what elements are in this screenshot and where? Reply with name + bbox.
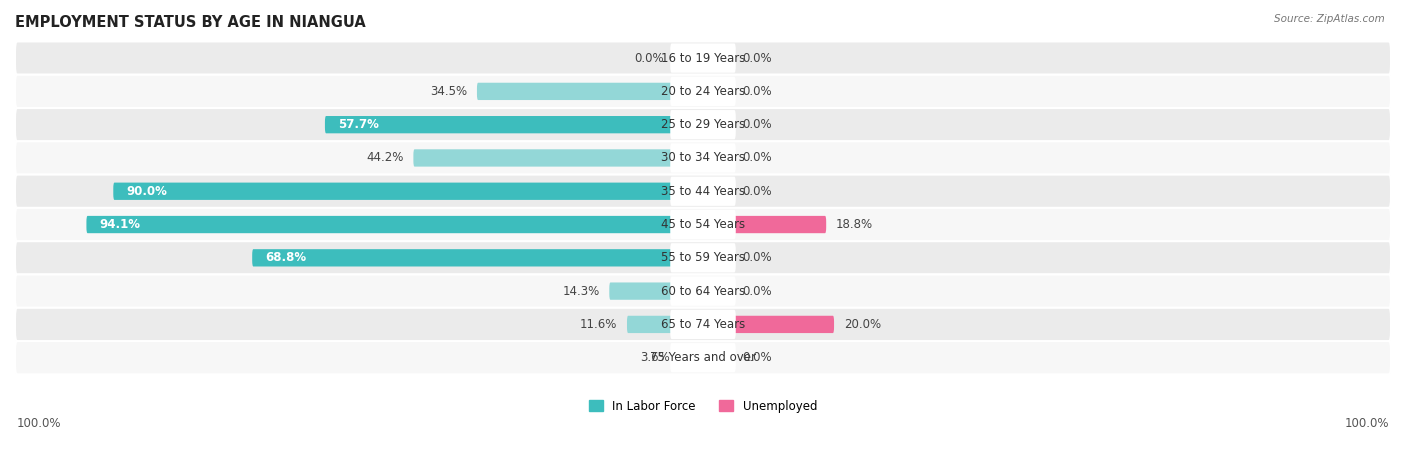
Text: 90.0%: 90.0% (127, 185, 167, 198)
FancyBboxPatch shape (671, 177, 735, 206)
FancyBboxPatch shape (703, 316, 834, 333)
FancyBboxPatch shape (15, 275, 1391, 308)
Text: 0.0%: 0.0% (742, 185, 772, 198)
FancyBboxPatch shape (671, 243, 735, 272)
Text: 0.0%: 0.0% (742, 51, 772, 64)
Text: 57.7%: 57.7% (337, 118, 378, 131)
FancyBboxPatch shape (15, 175, 1391, 208)
Text: 0.0%: 0.0% (742, 351, 772, 364)
Text: 0.0%: 0.0% (742, 118, 772, 131)
Text: 0.0%: 0.0% (742, 152, 772, 165)
Text: 0.0%: 0.0% (742, 251, 772, 264)
FancyBboxPatch shape (15, 41, 1391, 75)
FancyBboxPatch shape (15, 75, 1391, 108)
FancyBboxPatch shape (609, 282, 703, 300)
Text: EMPLOYMENT STATUS BY AGE IN NIANGUA: EMPLOYMENT STATUS BY AGE IN NIANGUA (15, 15, 366, 30)
FancyBboxPatch shape (86, 216, 703, 233)
FancyBboxPatch shape (15, 141, 1391, 175)
FancyBboxPatch shape (671, 77, 735, 106)
Text: 0.0%: 0.0% (742, 285, 772, 298)
Text: 34.5%: 34.5% (430, 85, 467, 98)
Text: 65 to 74 Years: 65 to 74 Years (661, 318, 745, 331)
FancyBboxPatch shape (671, 276, 735, 306)
FancyBboxPatch shape (15, 308, 1391, 341)
FancyBboxPatch shape (15, 241, 1391, 275)
Text: 35 to 44 Years: 35 to 44 Years (661, 185, 745, 198)
FancyBboxPatch shape (15, 208, 1391, 241)
FancyBboxPatch shape (671, 310, 735, 339)
FancyBboxPatch shape (671, 143, 735, 173)
Text: 68.8%: 68.8% (266, 251, 307, 264)
Text: 20.0%: 20.0% (844, 318, 882, 331)
Text: 45 to 54 Years: 45 to 54 Years (661, 218, 745, 231)
FancyBboxPatch shape (413, 149, 703, 166)
Text: 75 Years and over: 75 Years and over (650, 351, 756, 364)
FancyBboxPatch shape (325, 116, 703, 133)
Text: 14.3%: 14.3% (562, 285, 599, 298)
Text: 100.0%: 100.0% (1344, 418, 1389, 430)
Text: 0.0%: 0.0% (742, 85, 772, 98)
FancyBboxPatch shape (627, 316, 703, 333)
FancyBboxPatch shape (703, 216, 827, 233)
FancyBboxPatch shape (671, 343, 735, 373)
Text: 20 to 24 Years: 20 to 24 Years (661, 85, 745, 98)
FancyBboxPatch shape (679, 349, 703, 366)
Text: 18.8%: 18.8% (837, 218, 873, 231)
Text: 44.2%: 44.2% (366, 152, 404, 165)
Text: 100.0%: 100.0% (17, 418, 62, 430)
Text: 94.1%: 94.1% (100, 218, 141, 231)
FancyBboxPatch shape (15, 108, 1391, 141)
FancyBboxPatch shape (114, 183, 703, 200)
Text: 30 to 34 Years: 30 to 34 Years (661, 152, 745, 165)
Text: 16 to 19 Years: 16 to 19 Years (661, 51, 745, 64)
Text: 60 to 64 Years: 60 to 64 Years (661, 285, 745, 298)
Legend: In Labor Force, Unemployed: In Labor Force, Unemployed (589, 400, 817, 413)
FancyBboxPatch shape (477, 83, 703, 100)
FancyBboxPatch shape (671, 43, 735, 73)
Text: 55 to 59 Years: 55 to 59 Years (661, 251, 745, 264)
Text: Source: ZipAtlas.com: Source: ZipAtlas.com (1274, 14, 1385, 23)
FancyBboxPatch shape (15, 341, 1391, 374)
Text: 0.0%: 0.0% (634, 51, 664, 64)
FancyBboxPatch shape (252, 249, 703, 267)
Text: 25 to 29 Years: 25 to 29 Years (661, 118, 745, 131)
Text: 11.6%: 11.6% (579, 318, 617, 331)
Text: 3.6%: 3.6% (640, 351, 669, 364)
FancyBboxPatch shape (671, 210, 735, 239)
FancyBboxPatch shape (671, 110, 735, 139)
